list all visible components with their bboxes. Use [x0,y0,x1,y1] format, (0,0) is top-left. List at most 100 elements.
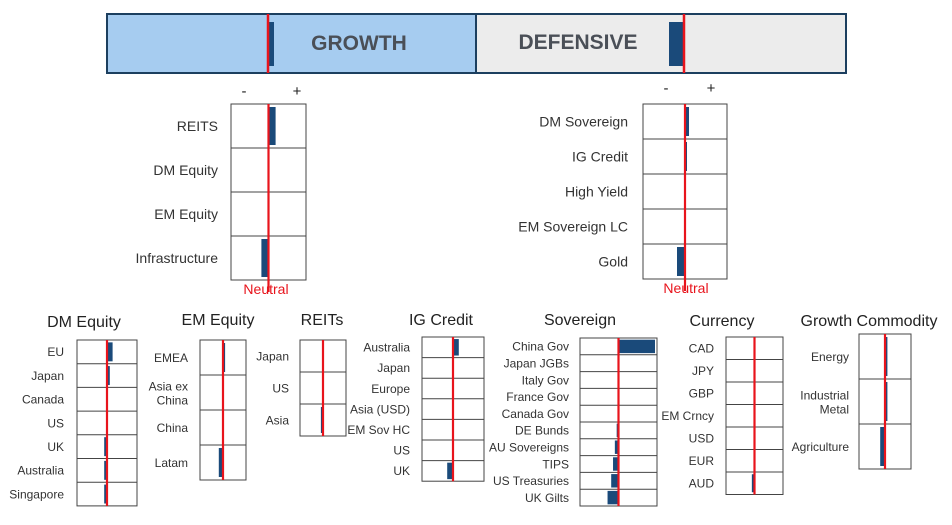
row-label: UK [47,440,64,454]
row-label: DM Sovereign [539,114,628,130]
row-label: US Treasuries [493,474,569,488]
panel-title: Sovereign [544,312,616,329]
row-label: Industrial Metal [800,389,849,417]
row-label: DE Bunds [515,424,569,438]
bar-tips [613,457,619,471]
bar-australia [104,460,107,480]
bar-gold [677,247,685,276]
panel-em-equity: EM Equity EMEA Asia ex China China Latam [149,312,255,481]
bar-industrial-metal [885,382,888,421]
row-label: EM Sovereign LC [518,219,628,235]
panel-title: REITs [301,312,344,329]
row-label: Infrastructure [136,250,219,266]
growth-minus-sign: - [242,83,247,100]
row-label: Gold [598,254,628,270]
bar-singapore [104,484,107,504]
panel-defensive: DM Sovereign IG Credit High Yield EM Sovere… [518,103,728,291]
panel-reits: REITs Japan US Asia [256,312,347,437]
row-label: DM Equity [153,162,218,178]
panel-title: Currency [690,313,755,330]
panel-ig-credit: IG Credit Australia Japan Europe Asia (USD) E… [347,312,485,482]
row-label: Agriculture [792,440,850,454]
row-label: JPY [692,364,714,378]
bar-japan [107,366,110,386]
row-label: UK Gilts [525,491,569,505]
bar-au-sovereigns [614,440,619,454]
bar-dm-sovereign [685,107,689,136]
defensive-plus-sign: + [707,80,716,97]
bar-infrastructure [261,239,269,277]
row-label: CAD [689,342,715,356]
row-label: Energy [811,350,849,364]
growth-label: GROWTH [311,32,407,55]
row-label: Canada Gov [502,407,569,421]
panels-layer: REITS DM Equity EM Equity Infrastructure DM … [9,103,938,507]
row-label: Japan JGBs [504,357,569,371]
panel-growth: REITS DM Equity EM Equity Infrastructure [136,103,307,292]
row-label: EM Equity [154,206,218,222]
growth-box [107,14,476,73]
row-label: USD [689,432,715,446]
row-label: Asia (USD) [350,402,410,416]
row-label: IG Credit [572,149,628,165]
growth-position-bar [268,22,274,66]
row-label: US [393,444,410,458]
bar-agriculture [880,427,885,466]
row-label: Japan [256,349,289,363]
row-label: EM Crncy [661,409,714,423]
bar-us-treasuries [611,474,619,488]
row-label: Australia [363,341,410,355]
row-label: Europe [371,382,410,396]
row-label: EMEA [154,351,188,365]
row-label: GBP [689,387,714,401]
row-label: High Yield [565,184,628,200]
top-bar: GROWTH DEFENSIVE [106,13,847,74]
row-label: AU Sovereigns [489,441,569,455]
row-label: Japan [377,361,410,375]
defensive-box [476,14,846,73]
row-label: Asia [266,413,290,427]
bar-uk [447,462,453,480]
row-label: Italy Gov [522,373,569,387]
row-label: TIPS [542,457,569,471]
panel-title: Growth Commodity [801,313,938,330]
panel-sovereign: Sovereign China Gov Japan JGBs Italy Gov Fra… [489,312,658,507]
bar-australia [453,339,459,356]
panel-currency: Currency CAD JPY GBP EM Crncy USD EUR AUD [661,313,784,495]
growth-neutral-label: Neutral [243,281,288,297]
row-label: Canada [22,393,64,407]
row-label: Latam [155,456,188,470]
row-label: Japan [31,369,64,383]
row-label: US [272,381,289,395]
panel-dm-equity: DM Equity EU Japan Canada US UK Australia Singa… [9,314,138,507]
panel-title: DM Equity [47,314,121,331]
row-label: China Gov [512,340,569,354]
row-label: UK [393,464,410,478]
row-label: US [47,416,64,430]
bar-china-gov [618,339,655,354]
scale-markers: - + - + [242,80,716,100]
row-label: EU [47,345,64,359]
panel-title: EM Equity [182,312,255,329]
panel-title: IG Credit [409,312,474,329]
defensive-minus-sign: - [664,80,669,97]
row-label: Australia [17,464,64,478]
growth-plus-sign: + [293,83,302,100]
row-label: Asia ex China [149,380,189,408]
row-label: China [157,421,189,435]
row-label: Singapore [9,487,64,501]
row-label: AUD [689,477,715,491]
panel-growth-commodity: Growth Commodity Energy Industrial Metal Agr… [792,313,938,470]
defensive-position-bar [669,22,684,66]
bar-uk [104,437,107,457]
bar-latam [218,448,223,477]
bar-energy [885,337,888,376]
row-label: EUR [689,454,715,468]
row-label: EM Sov HC [347,423,410,437]
bar-eu [107,342,113,362]
defensive-label: DEFENSIVE [518,31,637,54]
row-label: REITS [177,118,218,134]
bar-uk-gilts [607,490,619,505]
